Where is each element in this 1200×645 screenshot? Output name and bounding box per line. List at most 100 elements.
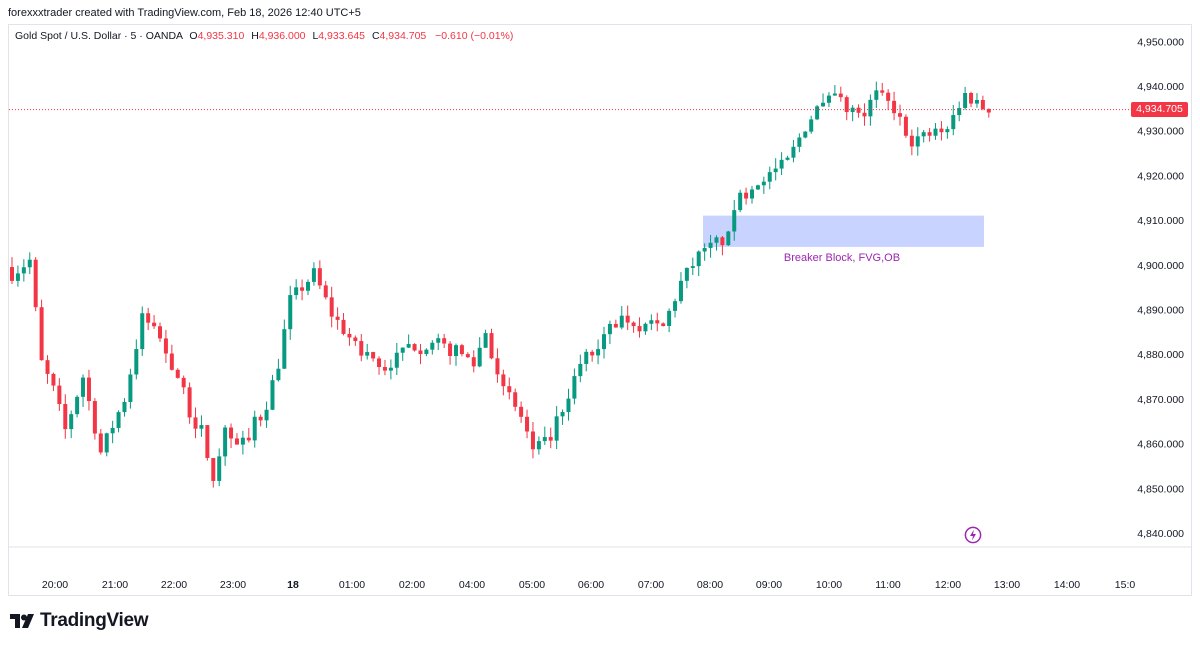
candle[interactable] [536, 436, 541, 455]
candle[interactable] [708, 234, 713, 258]
candle[interactable] [726, 230, 731, 246]
candle[interactable] [489, 328, 494, 360]
candle[interactable] [152, 315, 157, 329]
candle[interactable] [613, 319, 618, 328]
candle[interactable] [850, 105, 855, 122]
candle[interactable] [720, 235, 725, 256]
candle[interactable] [655, 312, 660, 332]
candle[interactable] [234, 433, 239, 445]
candle[interactable] [341, 312, 346, 336]
candle[interactable] [430, 340, 435, 355]
candle[interactable] [738, 189, 743, 213]
candle[interactable] [862, 103, 867, 126]
candle[interactable] [542, 426, 547, 445]
candle[interactable] [939, 121, 944, 141]
candle[interactable] [92, 398, 97, 440]
candle[interactable] [986, 108, 991, 118]
candle[interactable] [158, 322, 162, 342]
candle[interactable] [779, 152, 784, 176]
candle[interactable] [63, 394, 68, 439]
candle[interactable] [394, 342, 399, 376]
candle[interactable] [27, 252, 32, 275]
candle[interactable] [619, 306, 624, 330]
candle[interactable] [495, 348, 500, 383]
candle[interactable] [667, 308, 672, 333]
candle[interactable] [459, 343, 464, 357]
candle[interactable] [187, 382, 192, 424]
candle[interactable] [826, 92, 831, 108]
candle[interactable] [175, 368, 180, 379]
candle[interactable] [596, 339, 601, 365]
candle[interactable] [86, 369, 91, 411]
candle[interactable] [791, 139, 796, 163]
candle[interactable] [803, 130, 808, 139]
breaker-block-zone[interactable] [703, 215, 984, 247]
candle[interactable] [75, 395, 80, 418]
candle[interactable] [507, 377, 512, 400]
candle[interactable] [684, 267, 689, 289]
candle[interactable] [525, 409, 530, 439]
lightning-icon[interactable] [964, 526, 982, 544]
candle[interactable] [898, 104, 902, 126]
candle[interactable] [217, 448, 222, 487]
candle[interactable] [560, 409, 565, 425]
candle[interactable] [921, 129, 926, 143]
candle[interactable] [205, 424, 210, 461]
candle[interactable] [927, 128, 932, 142]
candle[interactable] [838, 86, 843, 102]
candle[interactable] [229, 423, 234, 449]
candle[interactable] [690, 257, 695, 276]
candle[interactable] [140, 306, 145, 356]
candle[interactable] [258, 414, 263, 427]
candle[interactable] [471, 350, 476, 373]
candle[interactable] [51, 372, 56, 392]
candle[interactable] [548, 427, 553, 449]
candle[interactable] [294, 279, 299, 300]
candle[interactable] [945, 126, 950, 139]
candle[interactable] [98, 429, 103, 455]
candle[interactable] [388, 359, 393, 380]
candle[interactable] [584, 348, 589, 372]
candle[interactable] [442, 333, 447, 349]
candle[interactable] [773, 158, 778, 181]
candle[interactable] [424, 348, 429, 357]
candle[interactable] [81, 374, 86, 407]
candle[interactable] [554, 406, 559, 450]
candle[interactable] [649, 314, 654, 331]
candle[interactable] [69, 410, 74, 439]
candle[interactable] [246, 428, 251, 443]
candle[interactable] [323, 280, 328, 300]
candle[interactable] [128, 368, 133, 409]
candle[interactable] [353, 335, 358, 346]
candle[interactable] [306, 279, 310, 296]
candle[interactable] [909, 129, 914, 156]
candle[interactable] [815, 105, 820, 120]
candle[interactable] [122, 398, 127, 417]
candle[interactable] [501, 369, 506, 396]
candle[interactable] [874, 81, 879, 109]
candle[interactable] [104, 432, 109, 457]
candle[interactable] [270, 374, 275, 411]
candle[interactable] [607, 320, 612, 345]
candle[interactable] [880, 82, 885, 96]
candle[interactable] [661, 322, 666, 327]
candle[interactable] [915, 127, 920, 156]
candle[interactable] [400, 347, 405, 361]
candle[interactable] [110, 420, 115, 444]
candle[interactable] [311, 262, 316, 286]
candle[interactable] [892, 91, 897, 121]
candle[interactable] [767, 166, 772, 190]
candle[interactable] [347, 327, 352, 346]
candle[interactable] [359, 333, 364, 362]
candle[interactable] [513, 388, 518, 412]
candle[interactable] [886, 89, 891, 111]
candle[interactable] [300, 279, 305, 301]
candle[interactable] [590, 349, 595, 362]
candle[interactable] [969, 91, 974, 108]
candle[interactable] [21, 259, 26, 282]
candle[interactable] [288, 285, 293, 340]
candle[interactable] [406, 334, 411, 349]
candle[interactable] [678, 272, 683, 304]
candle[interactable] [15, 265, 20, 287]
